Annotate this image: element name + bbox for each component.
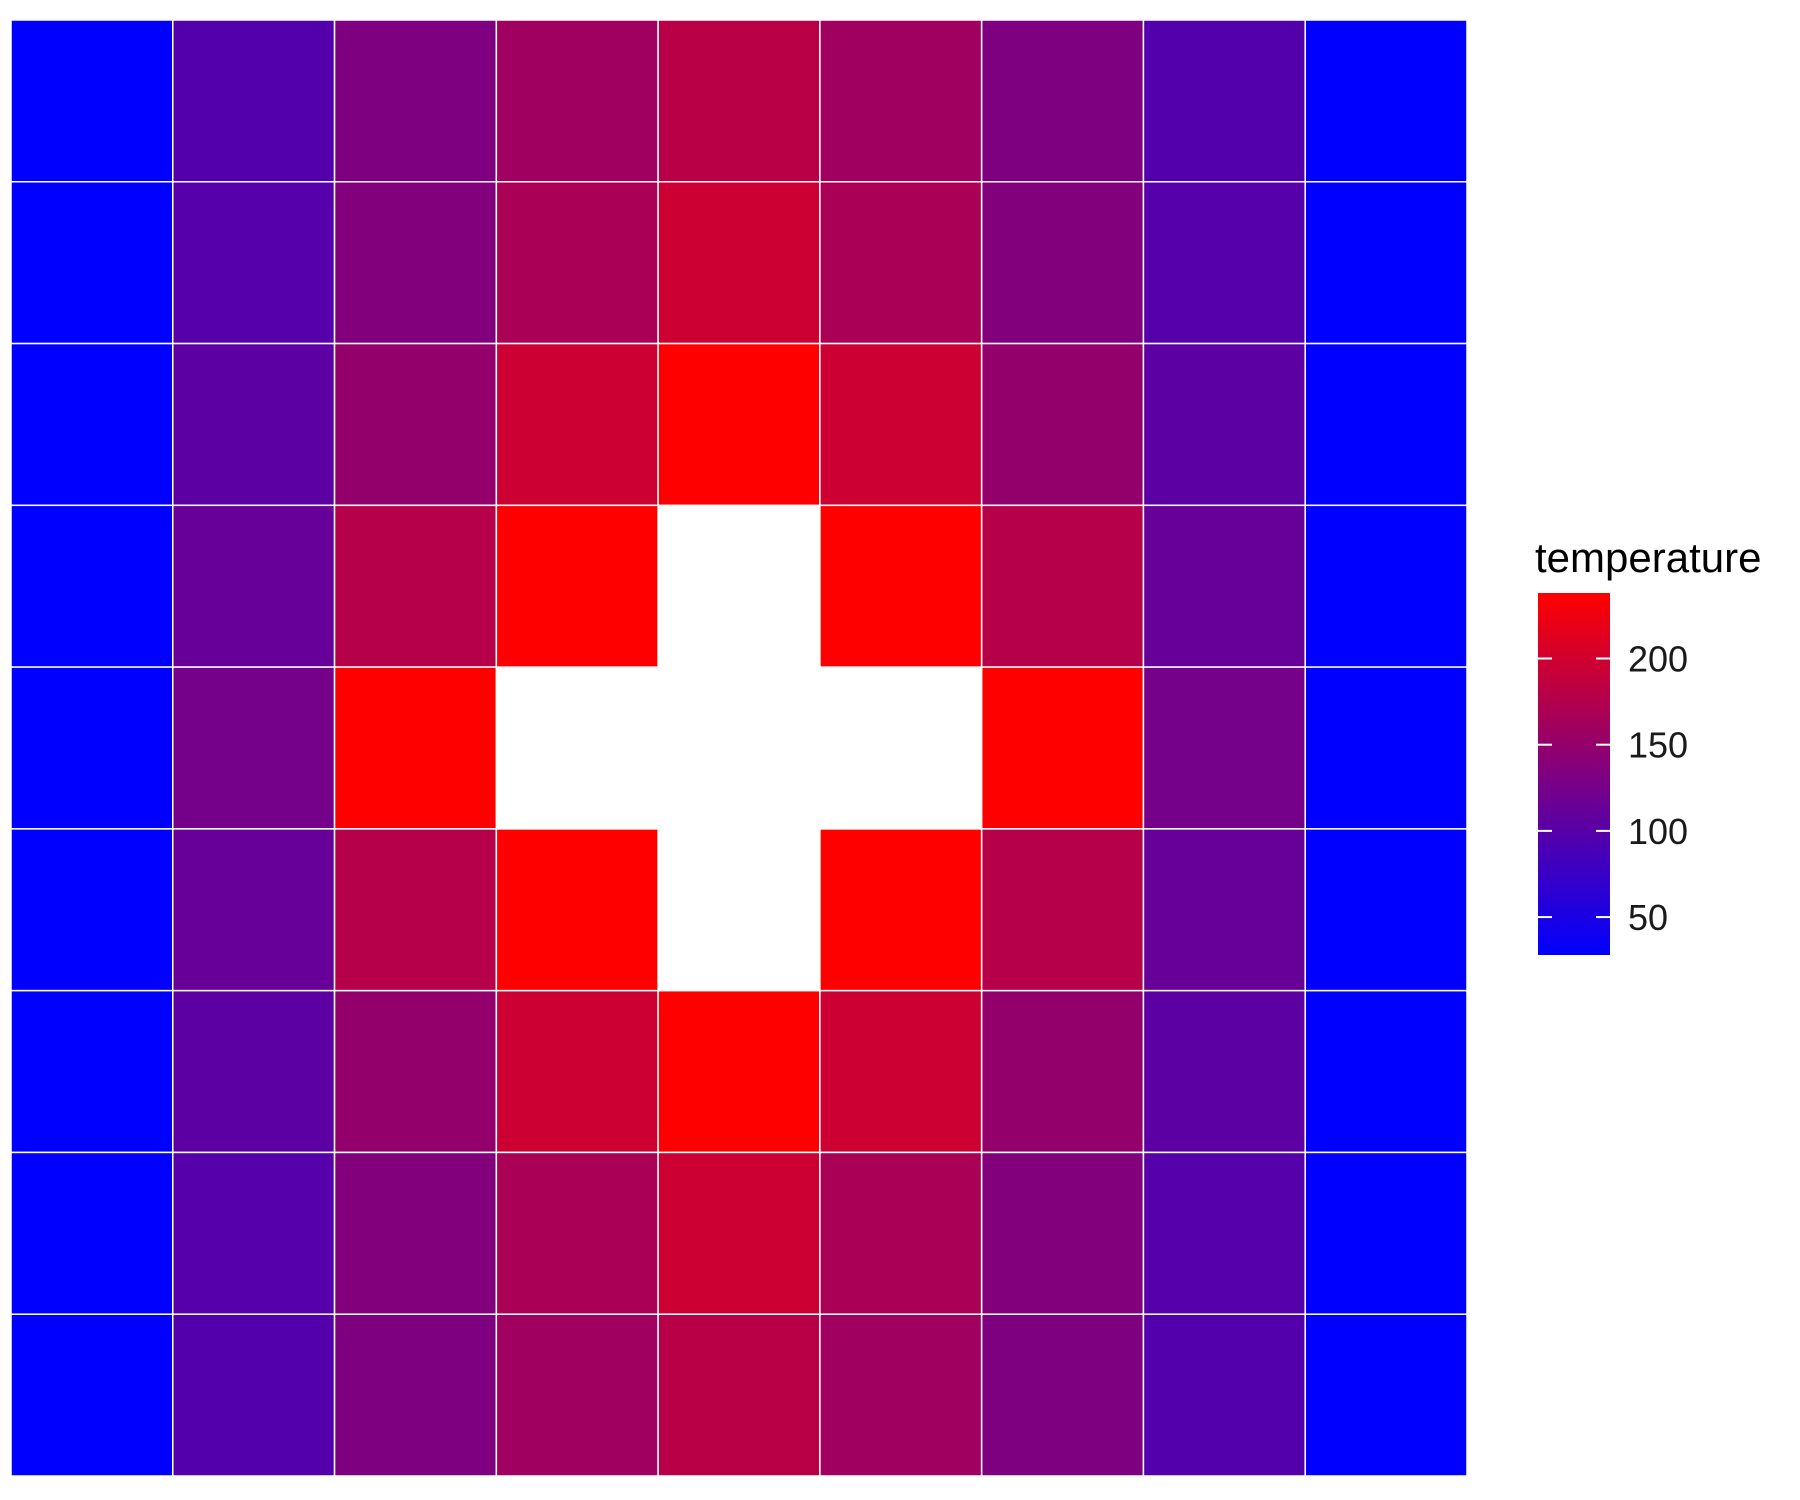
heatmap-cell (172, 19, 336, 183)
heatmap-cell (495, 1151, 659, 1315)
heatmap-cell (1142, 1313, 1306, 1477)
heatmap-cell (1304, 828, 1468, 992)
heatmap-cell (333, 181, 498, 345)
heatmap-cell (657, 19, 821, 183)
heatmap-cell (819, 1151, 983, 1315)
heatmap-cell (333, 342, 498, 507)
heatmap-cell (172, 1313, 336, 1477)
heatmap-cell (10, 666, 174, 830)
heatmap-cell (1142, 181, 1306, 345)
heatmap-cell (980, 828, 1145, 992)
heatmap-cell (172, 181, 336, 345)
heatmap-cell (657, 1151, 821, 1315)
heatmap-cell (495, 989, 659, 1154)
heatmap-cell (819, 181, 983, 345)
heatmap-cell (1304, 1313, 1468, 1477)
legend-colorbar (1538, 593, 1610, 955)
legend-title: temperature (1535, 534, 1762, 581)
heatmap-cell (10, 989, 174, 1154)
heatmap-cell (10, 19, 174, 183)
heatmap-cell (333, 1313, 498, 1477)
heatmap-cell (819, 828, 983, 992)
heatmap-cell (495, 19, 659, 183)
heatmap-cell (333, 19, 498, 183)
heatmap-cell (10, 1313, 174, 1477)
heatmap-cell (657, 342, 821, 507)
heatmap-cell (819, 989, 983, 1154)
heatmap-cell (10, 828, 174, 992)
heatmap-cell (495, 181, 659, 345)
heatmap-cell (819, 19, 983, 183)
heatmap-cell (333, 989, 498, 1154)
heatmap-cell (495, 342, 659, 507)
heatmap-cell (1142, 19, 1306, 183)
heatmap-cell (980, 19, 1145, 183)
heatmap-cell (1142, 1151, 1306, 1315)
heatmap-cell (333, 504, 498, 668)
heatmap-cell (10, 504, 174, 668)
legend-tick-label: 200 (1628, 639, 1688, 680)
heatmap-cell (980, 1151, 1145, 1315)
heatmap-cell (10, 1151, 174, 1315)
heatmap-cell (980, 1313, 1145, 1477)
heatmap-cell (172, 1151, 336, 1315)
legend-tick-label: 150 (1628, 725, 1688, 766)
heatmap-cell (657, 181, 821, 345)
heatmap-cell (980, 342, 1145, 507)
heatmap-cell (819, 1313, 983, 1477)
heatmap-cell (1304, 1151, 1468, 1315)
heatmap-cell (1142, 342, 1306, 507)
heatmap-cell (495, 1313, 659, 1477)
heatmap-cell (1304, 504, 1468, 668)
heatmap-cell (819, 342, 983, 507)
heatmap-cell (172, 666, 336, 830)
heatmap-cell (980, 181, 1145, 345)
heatmap-cell (1142, 666, 1306, 830)
legend-tick-label: 100 (1628, 811, 1688, 852)
heatmap-cell (10, 342, 174, 507)
heatmap-cell (172, 989, 336, 1154)
heatmap-cell (657, 1313, 821, 1477)
heatmap-cell (1304, 989, 1468, 1154)
heatmap-cell (333, 1151, 498, 1315)
heatmap-cell (980, 504, 1145, 668)
heatmap-cell (172, 342, 336, 507)
heatmap-cell (172, 828, 336, 992)
heatmap-cell (1142, 504, 1306, 668)
heatmap-cell (1304, 342, 1468, 507)
heatmap-cell (1304, 181, 1468, 345)
heatmap-cell (333, 828, 498, 992)
heatmap-cell (10, 181, 174, 345)
heatmap-cell (172, 504, 336, 668)
heatmap-cell (980, 989, 1145, 1154)
heatmap-cell (819, 504, 983, 668)
heatmap-cell (495, 504, 659, 668)
heatmap-cell (1304, 19, 1468, 183)
heatmap-cell (333, 666, 498, 830)
heatmap-cell (1304, 666, 1468, 830)
heatmap-cell (1142, 989, 1306, 1154)
heatmap-cell (980, 666, 1145, 830)
heatmap-cell (495, 828, 659, 992)
legend-tick-label: 50 (1628, 897, 1668, 938)
heatmap-cell (1142, 828, 1306, 992)
heatmap-cell (657, 989, 821, 1154)
